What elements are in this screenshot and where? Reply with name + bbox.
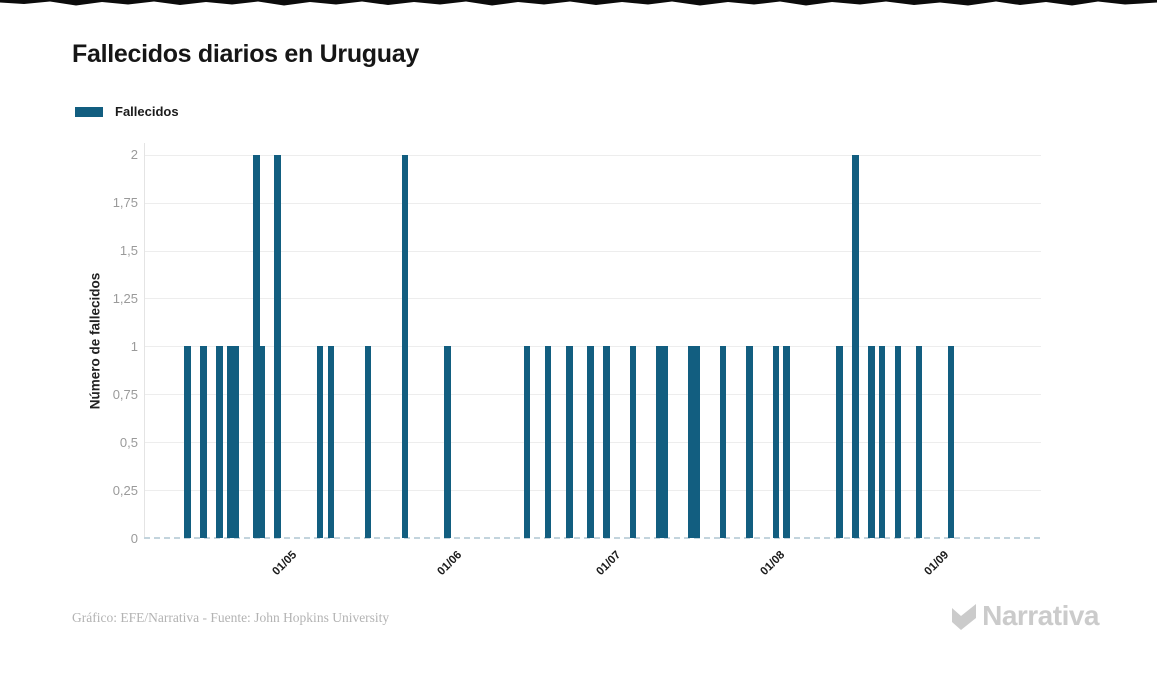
- x-tick-label: 01/08: [758, 549, 788, 578]
- bar[interactable]: [868, 346, 875, 539]
- bar[interactable]: [184, 346, 191, 539]
- legend-swatch-icon: [75, 106, 103, 117]
- bar[interactable]: [783, 346, 790, 539]
- bar[interactable]: [226, 346, 234, 539]
- bar[interactable]: [852, 154, 859, 538]
- bar[interactable]: [915, 346, 923, 539]
- bar[interactable]: [746, 346, 753, 539]
- bar[interactable]: [772, 346, 780, 539]
- bar[interactable]: [544, 346, 552, 539]
- bar[interactable]: [878, 346, 886, 539]
- x-tick-label: 01/06: [434, 549, 464, 578]
- narrativa-logo: Narrativa: [951, 600, 1099, 632]
- bar[interactable]: [364, 346, 372, 539]
- bar[interactable]: [661, 346, 668, 539]
- bar[interactable]: [894, 346, 902, 539]
- legend-item-fallecidos[interactable]: Fallecidos: [75, 104, 179, 119]
- bar[interactable]: [258, 346, 265, 539]
- bar[interactable]: [401, 154, 409, 538]
- y-tick-label: 0,5: [119, 434, 138, 450]
- y-gridline: [144, 154, 1041, 156]
- chart-title: Fallecidos diarios en Uruguay: [72, 40, 419, 68]
- y-axis-line: [144, 143, 145, 538]
- y-tick-label: 0,25: [112, 482, 138, 498]
- bar[interactable]: [253, 154, 260, 538]
- bar[interactable]: [216, 346, 223, 539]
- bar[interactable]: [274, 154, 281, 538]
- bar[interactable]: [327, 346, 334, 539]
- torn-edge-decoration: [0, 0, 1157, 6]
- bar[interactable]: [232, 346, 239, 539]
- y-tick-label: 1,75: [112, 195, 138, 211]
- y-tick-label: 1: [130, 338, 138, 354]
- narrativa-logo-icon: [952, 603, 977, 630]
- x-tick-label: 01/07: [593, 549, 623, 578]
- narrativa-logo-text: Narrativa: [982, 600, 1099, 631]
- bar[interactable]: [603, 346, 610, 539]
- y-gridline: [144, 202, 1041, 204]
- y-gridline: [144, 250, 1041, 252]
- bar[interactable]: [629, 346, 637, 539]
- bar[interactable]: [947, 346, 955, 539]
- bar[interactable]: [444, 346, 451, 539]
- credits-source-text: Gráfico: EFE/Narrativa - Fuente: John Ho…: [72, 610, 390, 625]
- bar[interactable]: [316, 346, 324, 539]
- x-tick-label: 01/05: [270, 549, 300, 578]
- y-tick-label: 2: [130, 147, 138, 163]
- bar[interactable]: [523, 346, 531, 539]
- bar[interactable]: [566, 346, 573, 539]
- bar[interactable]: [693, 346, 700, 539]
- bar[interactable]: [656, 346, 663, 539]
- y-gridline: [144, 298, 1041, 300]
- x-tick-label: 01/09: [922, 549, 952, 578]
- y-tick-label: 0,75: [112, 386, 138, 402]
- bar[interactable]: [200, 346, 207, 539]
- bar[interactable]: [836, 346, 843, 539]
- bar[interactable]: [587, 346, 594, 539]
- y-tick-label: 0: [130, 530, 138, 546]
- legend-label: Fallecidos: [115, 104, 179, 119]
- bar[interactable]: [719, 346, 727, 539]
- y-tick-label: 1,5: [119, 243, 138, 258]
- y-tick-label: 1,25: [112, 290, 138, 306]
- bar[interactable]: [687, 346, 695, 539]
